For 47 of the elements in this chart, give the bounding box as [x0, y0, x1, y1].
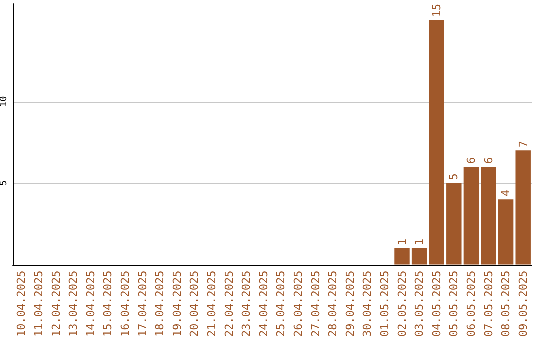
x-tick-label: 26.04.2025 [292, 270, 305, 338]
bar [429, 20, 444, 265]
data-label: 4 [500, 190, 513, 197]
x-tick-label: 04.05.2025 [430, 270, 444, 338]
x-tick-label: 05.05.2025 [448, 270, 461, 338]
data-label: 15 [430, 4, 444, 18]
data-label: 6 [482, 157, 496, 164]
x-tick-label: 11.04.2025 [32, 270, 46, 338]
x-tick-label: 17.04.2025 [136, 270, 150, 338]
x-tick-label: 27.04.2025 [309, 270, 322, 338]
x-tick-label: 12.04.2025 [50, 270, 63, 338]
x-tick-label: 24.04.2025 [257, 270, 270, 338]
data-label: 1 [396, 238, 409, 246]
data-label: 6 [464, 157, 478, 164]
x-tick-label: 28.04.2025 [326, 270, 340, 338]
bar [446, 183, 462, 265]
x-tick-label: 10.04.2025 [15, 270, 28, 338]
bar [498, 200, 514, 265]
x-tick-label: 22.04.2025 [222, 270, 236, 338]
x-tick-label: 01.05.2025 [378, 270, 392, 338]
bar [481, 166, 496, 265]
x-tick-label: 16.04.2025 [118, 270, 132, 338]
x-tick-label: 02.05.2025 [396, 270, 409, 338]
x-tick-label: 25.04.2025 [274, 270, 288, 338]
x-tick-label: 08.05.2025 [500, 270, 513, 338]
x-tick-label: 20.04.2025 [188, 270, 202, 338]
bar [516, 150, 531, 265]
bar [412, 248, 428, 265]
x-tick-label: 21.04.2025 [205, 270, 218, 338]
x-tick-label: 07.05.2025 [482, 270, 496, 338]
x-tick-label: 30.04.2025 [361, 270, 374, 338]
y-tick-label: 10 [0, 96, 10, 108]
data-label: 7 [516, 141, 530, 148]
x-tick-label: 29.04.2025 [344, 270, 357, 338]
data-label: 5 [448, 174, 461, 180]
data-label: 1 [413, 238, 426, 246]
x-tick-label: 23.04.2025 [240, 270, 254, 338]
x-tick-label: 14.04.2025 [84, 270, 98, 338]
x-tick-label: 06.05.2025 [464, 270, 478, 338]
x-tick-label: 13.04.2025 [67, 270, 80, 338]
bar [394, 248, 410, 265]
x-tick-label: 03.05.2025 [413, 270, 426, 338]
x-tick-label: 15.04.2025 [102, 270, 115, 338]
x-tick-label: 09.05.2025 [516, 270, 530, 338]
bar [464, 166, 480, 265]
x-tick-label: 19.04.2025 [170, 270, 184, 338]
x-tick-label: 18.04.2025 [154, 270, 167, 338]
